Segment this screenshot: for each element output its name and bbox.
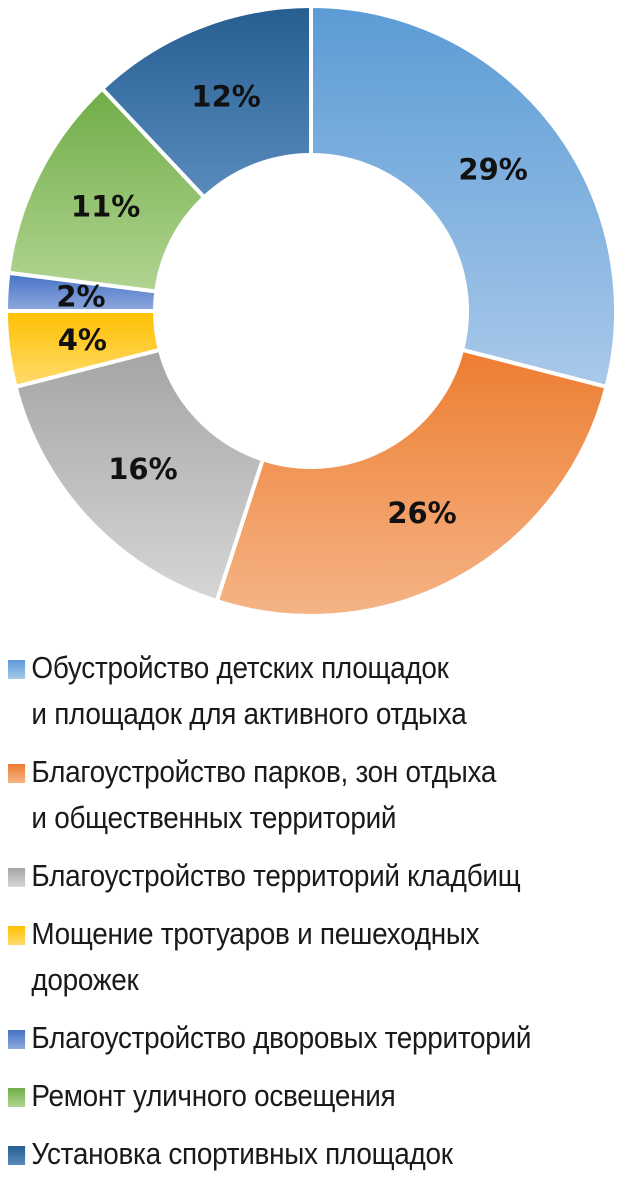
donut-slice-cemeteries — [13, 347, 265, 604]
legend-label-line: Установка спортивных площадок — [31, 1136, 453, 1171]
legend-label-line: Мощение тротуаров и пешеходных — [31, 916, 480, 951]
legend-item-courtyards: Благоустройство дворовых территорий — [8, 1015, 621, 1061]
legend-item-sports-grounds: Установка спортивных площадок — [8, 1131, 621, 1177]
legend-item-parks: Благоустройство парков, зон отдыха и общ… — [8, 749, 621, 841]
legend-label-line: Ремонт уличного освещения — [31, 1078, 396, 1113]
legend-item-sidewalks: Мощение тротуаров и пешеходных дорожек — [8, 911, 621, 1003]
legend-label-line: Благоустройство парков, зон отдыха — [31, 754, 497, 789]
legend-item-street-lighting: Ремонт уличного освещения — [8, 1073, 621, 1119]
legend-label-line: и общественных территорий — [31, 800, 397, 835]
slice-label-courtyards: 2% — [56, 280, 105, 314]
donut-slice-sports-grounds — [100, 4, 313, 200]
legend-swatch — [8, 1146, 26, 1165]
slice-label-children-playgrounds: 29% — [458, 153, 527, 187]
legend-label-line: дорожек — [31, 962, 139, 997]
legend: Обустройство детских площадок и площадок… — [8, 645, 616, 1177]
donut-chart: 29% 26% 16% 4% 2% 11% 12% — [4, 4, 618, 618]
slice-label-parks: 26% — [387, 496, 456, 530]
legend-label-line: и площадок для активного отдыха — [31, 696, 467, 731]
legend-swatch — [8, 764, 26, 783]
legend-label-line: Обустройство детских площадок — [31, 650, 449, 685]
legend-swatch — [8, 868, 26, 887]
slice-label-cemeteries: 16% — [108, 452, 177, 486]
donut-slices — [4, 4, 618, 618]
slice-labels: 29% 26% 16% 4% 2% 11% 12% — [56, 80, 528, 530]
legend-item-cemeteries: Благоустройство территорий кладбищ — [8, 853, 621, 899]
slice-label-sports-grounds: 12% — [191, 80, 260, 114]
legend-label-line: Благоустройство дворовых территорий — [31, 1020, 532, 1055]
donut-slice-children-playgrounds — [309, 4, 618, 389]
legend-swatch — [8, 1088, 26, 1107]
legend-swatch — [8, 926, 26, 945]
donut-slice-parks — [214, 347, 609, 618]
slice-label-sidewalks: 4% — [58, 323, 107, 357]
legend-swatch — [8, 1030, 26, 1049]
legend-swatch — [8, 660, 26, 679]
legend-label-line: Благоустройство территорий кладбищ — [31, 858, 521, 893]
legend-item-children-playgrounds: Обустройство детских площадок и площадок… — [8, 645, 621, 737]
slice-label-street-lighting: 11% — [71, 189, 140, 223]
